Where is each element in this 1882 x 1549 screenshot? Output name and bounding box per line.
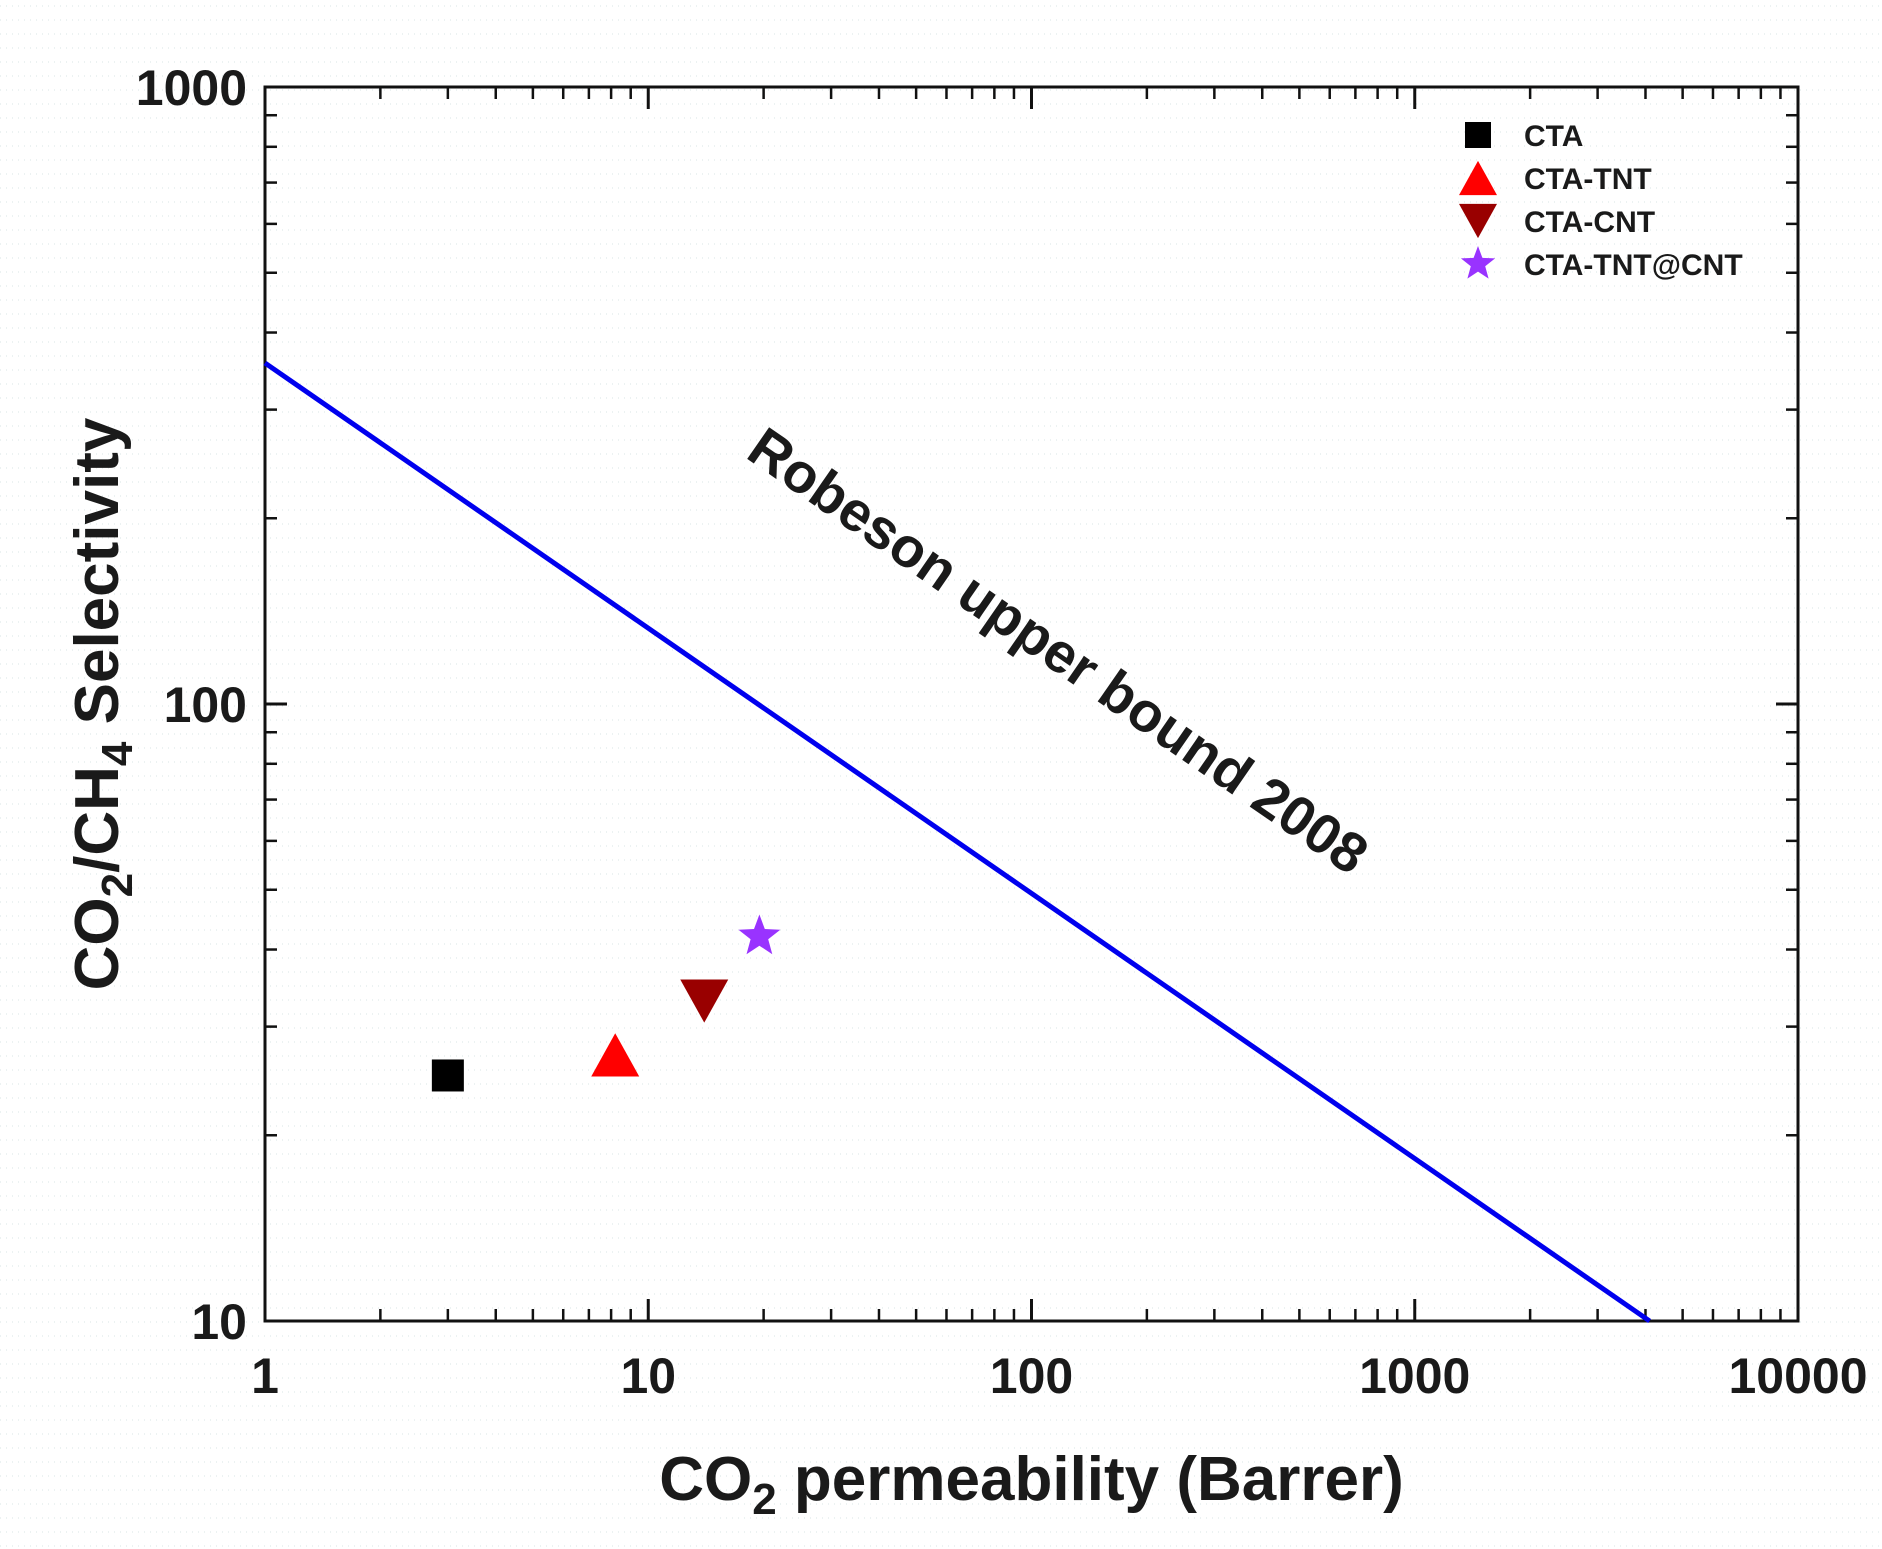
x-tick-label: 1000 [1359,1348,1470,1404]
legend-marker [1459,160,1497,196]
y-axis-title: CO2/CH4 Selectivity [63,417,142,990]
robeson-upper-bound-line [263,360,1652,1324]
y-tick-label: 1000 [136,60,247,116]
legend-marker [1465,122,1491,148]
x-tick-label: 1 [251,1348,279,1404]
y-tick-label: 10 [191,1294,247,1350]
legend-label: CTA-TNT [1524,163,1652,196]
legend: CTA CTA-TNT CTA-CNT CTA-TNT@CNT [1459,120,1743,282]
legend-label: CTA-CNT [1524,206,1655,239]
data-point-cta-tnt [591,1033,640,1077]
reference-lines [263,360,1652,1324]
x-tick-label: 10 [620,1348,676,1404]
legend-label: CTA [1524,120,1583,153]
data-point-cta-tnt-cnt [738,914,781,955]
y-axis-ticks: 10 100 1000 [136,60,1798,1350]
data-point-cta [431,1059,464,1092]
x-tick-label: 10000 [1728,1348,1867,1404]
legend-marker [1459,203,1497,239]
data-point-cta-cnt [680,979,729,1023]
y-tick-label: 100 [164,677,247,733]
data-points [431,914,781,1092]
x-axis-ticks: 1 10 100 1000 10000 [251,87,1868,1404]
x-tick-label: 100 [990,1348,1073,1404]
legend-label: CTA-TNT@CNT [1524,249,1743,282]
legend-marker [1460,246,1496,279]
x-axis-title: CO2 permeability (Barrer) [659,1445,1404,1524]
robeson-upper-bound-label: Robeson upper bound 2008 [737,415,1379,886]
annotations: Robeson upper bound 2008 [737,415,1379,886]
